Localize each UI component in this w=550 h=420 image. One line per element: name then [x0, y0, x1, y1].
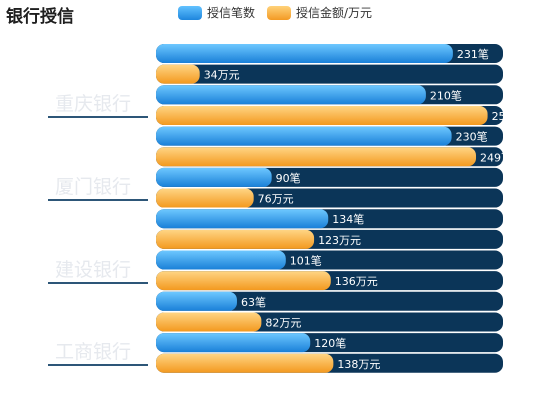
data-label-amount: 258万元 [492, 110, 535, 123]
data-label-amount: 34万元 [204, 69, 240, 82]
data-label-amount: 136万元 [335, 275, 378, 288]
bar-count[interactable] [156, 333, 311, 353]
bar-track [156, 64, 503, 84]
bar-amount[interactable] [156, 312, 262, 332]
category-label: 建设银行 [55, 259, 131, 281]
bar-amount[interactable] [156, 271, 331, 291]
data-label-count: 90笔 [276, 171, 301, 185]
legend-label-count: 授信笔数 [207, 6, 256, 20]
category-label: 工商银行 [55, 341, 131, 363]
bar-count[interactable] [156, 291, 237, 311]
bar-amount[interactable] [156, 353, 334, 373]
bar-count[interactable] [156, 126, 452, 146]
category-label: 重庆银行 [55, 93, 131, 115]
page-title: 银行授信 [6, 7, 74, 27]
bar-amount[interactable] [156, 188, 254, 208]
legend-swatch-count [178, 5, 202, 20]
bar-count[interactable] [156, 250, 286, 270]
legend-swatch-amount [267, 5, 292, 20]
bar-amount[interactable] [156, 105, 488, 125]
legend-item-amount[interactable]: 授信金额/万元 [267, 4, 372, 21]
data-label-amount: 76万元 [258, 193, 294, 206]
bar-amount[interactable] [156, 147, 477, 167]
data-label-amount: 138万元 [337, 358, 380, 371]
bar-count[interactable] [156, 209, 329, 229]
data-label-count: 101笔 [290, 254, 322, 268]
data-label-count: 63笔 [241, 295, 266, 309]
data-label-count: 230笔 [456, 130, 488, 144]
data-label-count: 231笔 [457, 47, 489, 61]
bar-count[interactable] [156, 44, 453, 63]
category-label: 厦门银行 [55, 176, 131, 198]
bar-count[interactable] [156, 167, 272, 187]
data-label-amount: 249万元 [480, 151, 523, 164]
data-label-count: 134笔 [332, 212, 364, 226]
data-label-count: 210笔 [430, 88, 462, 102]
data-label-amount: 82万元 [265, 316, 301, 329]
legend-item-count[interactable]: 授信笔数 [178, 4, 255, 21]
bar-count[interactable] [156, 85, 426, 105]
chart-legend: 授信笔数 授信金额/万元 [178, 4, 384, 21]
data-label-amount: 123万元 [318, 234, 361, 247]
bar-amount[interactable] [156, 64, 200, 84]
data-label-count: 120笔 [314, 336, 346, 350]
bar-amount[interactable] [156, 229, 315, 249]
bar-track [156, 291, 503, 311]
legend-label-amount: 授信金额/万元 [296, 6, 373, 20]
